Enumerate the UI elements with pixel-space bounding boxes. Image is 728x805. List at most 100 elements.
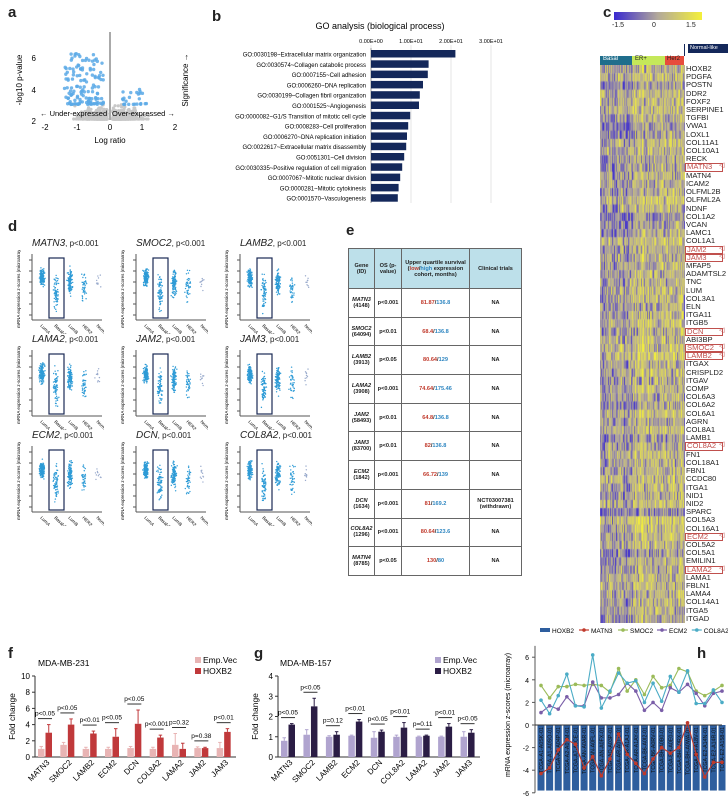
data-point (54, 484, 56, 486)
bar (38, 748, 45, 757)
volcano-significant-point (78, 97, 82, 102)
data-point (246, 465, 248, 468)
data-point (172, 280, 174, 283)
data-point (44, 370, 46, 372)
data-point (95, 373, 98, 376)
data-point (264, 482, 267, 484)
data-point (38, 378, 41, 380)
data-point (160, 399, 162, 402)
data-point (187, 272, 190, 274)
data-point (40, 283, 42, 286)
data-point (171, 376, 173, 378)
data-point (261, 284, 263, 287)
data-point (261, 370, 264, 373)
category-label: GO:0007155~Cell adhesion (292, 73, 366, 79)
data-point (185, 480, 188, 483)
data-point (143, 284, 145, 287)
data-point (189, 282, 192, 284)
volcano-point (114, 109, 118, 113)
data-point (251, 473, 254, 476)
data-point (71, 482, 74, 485)
data-point (290, 474, 293, 476)
gene-cell: COL8A2 (1296) (348, 517, 375, 548)
data-point (251, 277, 254, 279)
data-point (174, 293, 176, 296)
data-point (55, 283, 58, 286)
data-point (250, 474, 253, 476)
p-value-label: p<0.05 (368, 716, 388, 723)
data-point (54, 295, 57, 297)
data-point (82, 478, 84, 481)
data-point (82, 276, 84, 279)
bar (415, 736, 423, 757)
data-point (144, 463, 146, 466)
data-point (70, 481, 72, 484)
data-point (42, 275, 45, 277)
data-point (274, 283, 277, 286)
ytick-label: 8 (26, 688, 31, 697)
data-point (276, 272, 279, 275)
gene-label: FN1 (686, 449, 701, 459)
data-point (172, 478, 175, 480)
data-point (171, 369, 174, 371)
gene-label: VCAN (686, 219, 708, 229)
data-point (41, 273, 43, 275)
data-point (70, 271, 73, 273)
volcano-significant-point (100, 61, 104, 65)
data-point (158, 483, 161, 485)
volcano-significant-point (80, 58, 85, 63)
data-point (159, 295, 161, 298)
bar (371, 50, 456, 58)
data-point (146, 272, 148, 274)
p-value-label: p=0.38 (191, 733, 211, 740)
high-survival: 136.8 (432, 443, 447, 450)
data-point (292, 483, 294, 486)
data-point (174, 372, 176, 375)
data-point (186, 278, 188, 281)
data-point (160, 375, 163, 378)
data-point (186, 281, 189, 283)
data-point (172, 462, 174, 464)
data-point (290, 389, 292, 392)
highlight-arrow-icon: ◁ (719, 564, 725, 572)
survival-cell: 74.64/175.46 (401, 374, 470, 404)
gene-label: LAMA1 (686, 572, 711, 582)
volcano-significant-point (95, 102, 99, 106)
bar (172, 744, 179, 757)
data-point (159, 293, 161, 295)
gene-label: SPARC (686, 507, 712, 517)
dot-plot: mRNA expression z-scores (microarray)Lum… (120, 346, 208, 430)
gene-label: ELN (686, 301, 701, 311)
data-point (69, 384, 72, 386)
volcano-point (137, 117, 141, 121)
data-point (187, 386, 190, 389)
data-point (43, 373, 45, 375)
data-point (170, 282, 172, 284)
data-point (260, 383, 263, 386)
p-value-label: p<0.05 (458, 716, 478, 723)
gene-symbol: ECM2 (353, 468, 370, 475)
volcano-significant-point (73, 98, 77, 103)
gene-label: ITGB5 (686, 318, 708, 328)
data-point (160, 309, 162, 312)
data-point (288, 388, 290, 391)
gene-id: (3908) (353, 388, 370, 395)
data-point (172, 283, 175, 286)
category-label: SMOC2 (47, 758, 74, 785)
data-point (276, 376, 278, 378)
data-point (276, 383, 278, 385)
survival-cell: 82/136.8 (401, 431, 470, 462)
data-point (159, 281, 161, 284)
data-point (251, 370, 253, 372)
category-label: LumA (143, 419, 155, 430)
data-point (160, 471, 163, 473)
data-point (263, 486, 265, 488)
data-point (292, 475, 294, 478)
data-point (159, 473, 161, 476)
data-point (84, 485, 87, 487)
data-point (70, 461, 72, 464)
data-point (84, 475, 87, 477)
gene-name: LAMA2 (32, 334, 65, 345)
data-point (289, 472, 292, 475)
